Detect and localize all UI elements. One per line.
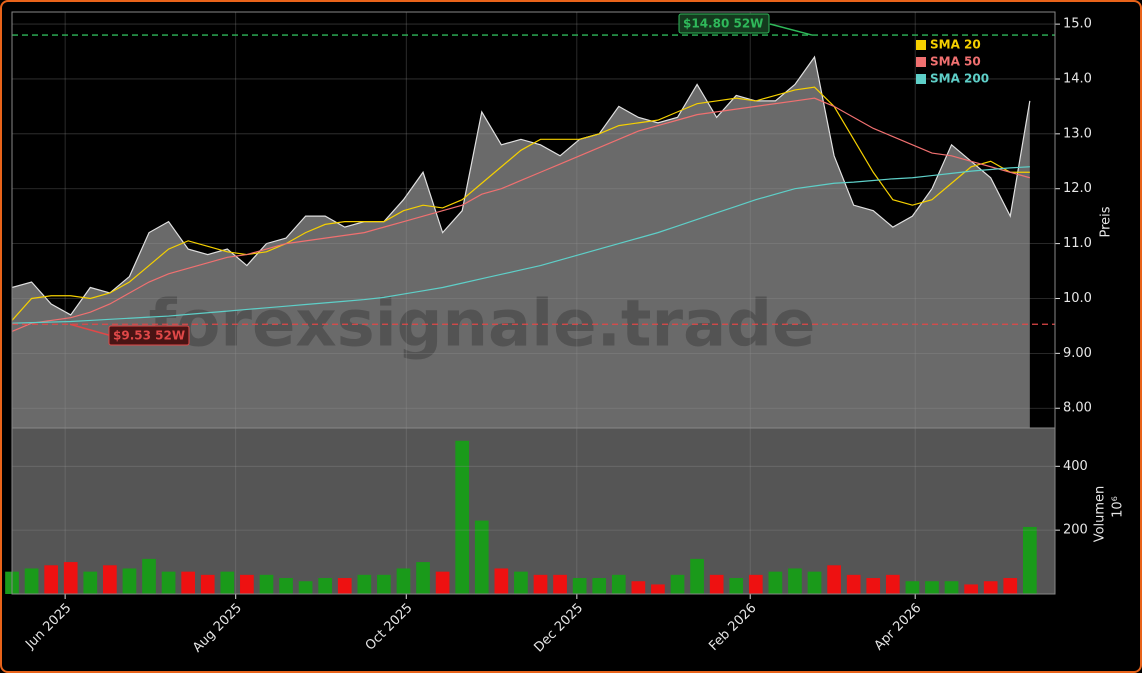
- y-tick-label: 12.0: [1063, 181, 1092, 196]
- volume-bar: [709, 574, 724, 594]
- volume-bar: [142, 558, 156, 594]
- volume-bar: [944, 581, 959, 594]
- volume-bar: [122, 568, 137, 594]
- annotation-arrow: [769, 23, 813, 36]
- volume-bar: [377, 574, 391, 594]
- annotation-label: $9.53 52W: [113, 329, 185, 343]
- volume-bar: [905, 581, 920, 594]
- volume-bar: [729, 578, 744, 594]
- x-tick-label: Dec 2025: [531, 601, 586, 656]
- volume-bar: [983, 581, 998, 594]
- volume-bar: [357, 574, 372, 594]
- volume-bar: [181, 571, 196, 594]
- volume-bar: [416, 562, 430, 594]
- volume-bar: [396, 568, 411, 594]
- volume-bar: [514, 571, 528, 594]
- volume-bar: [768, 571, 783, 594]
- volume-bar: [611, 574, 626, 594]
- volume-bar: [455, 440, 470, 594]
- y-tick-label: 10.0: [1063, 291, 1092, 306]
- volume-bar: [925, 581, 939, 594]
- volume-frame: [11, 427, 1056, 595]
- volume-bar: [259, 574, 274, 594]
- volume-bar: [161, 571, 176, 594]
- volume-panel: [12, 428, 1055, 594]
- annotation-arrow: [69, 323, 113, 337]
- y-tick-label: 13.0: [1063, 126, 1092, 141]
- volume-bar: [1022, 526, 1037, 594]
- volume-bar: [474, 520, 489, 594]
- volume-bar: [24, 568, 39, 594]
- legend-label: SMA 20: [930, 38, 981, 52]
- volume-bar: [494, 568, 509, 594]
- volume-bar: [200, 574, 215, 594]
- sma-line: [11, 166, 1030, 324]
- volume-bar: [592, 578, 607, 594]
- volume-bar: [279, 578, 293, 594]
- volume-bar: [298, 581, 313, 594]
- annotation-box: [678, 13, 770, 34]
- x-tick-label: Oct 2025: [363, 601, 416, 654]
- volume-bar: [63, 562, 78, 594]
- x-tick-label: Aug 2025: [190, 601, 245, 656]
- y-tick-label: 14.0: [1063, 71, 1092, 86]
- annotation-box: [108, 325, 190, 346]
- legend-label: SMA 50: [930, 55, 981, 69]
- volume-bar: [83, 571, 98, 594]
- y-tick-label: 9.00: [1063, 346, 1092, 361]
- volume-bar: [807, 571, 822, 594]
- x-tick-label: Jun 2025: [22, 601, 74, 653]
- volume-bar: [631, 581, 646, 594]
- volume-bar: [827, 565, 841, 594]
- legend-swatch: [916, 40, 926, 50]
- volume-bar: [748, 574, 763, 594]
- sma-line: [11, 97, 1030, 332]
- volume-bar: [651, 584, 665, 594]
- volume-bar: [1003, 578, 1018, 594]
- volume-bar: [788, 568, 802, 594]
- volume-bar: [533, 574, 548, 594]
- y-tick-label: 11.0: [1063, 236, 1092, 251]
- volume-axis-label: Volumen: [1093, 486, 1108, 543]
- legend-swatch: [916, 74, 926, 84]
- price-line: [11, 55, 1031, 316]
- x-tick-label: Feb 2026: [706, 601, 759, 654]
- volume-bar: [220, 571, 235, 594]
- volume-bar: [103, 565, 117, 594]
- legend-swatch: [916, 57, 926, 67]
- y-tick-label: 15.0: [1063, 17, 1092, 32]
- x-tick-label: Apr 2026: [872, 601, 925, 654]
- price-area: [12, 57, 1030, 429]
- volume-bar: [572, 578, 587, 594]
- sma-line: [11, 86, 1030, 321]
- volume-bar: [240, 574, 254, 594]
- volume-bar: [553, 574, 567, 594]
- volume-bar: [318, 578, 333, 594]
- annotation-label: $14.80 52W: [683, 17, 763, 31]
- y-tick-label: 8.00: [1063, 401, 1092, 416]
- y-axis-label: Preis: [1099, 206, 1114, 237]
- volume-scale-label: 10⁶: [1111, 496, 1126, 518]
- y-tick-label: 200: [1063, 523, 1088, 538]
- volume-bar: [866, 578, 881, 594]
- legend-label: SMA 200: [930, 72, 989, 86]
- volume-bar: [435, 571, 450, 594]
- y-tick-label: 400: [1063, 459, 1088, 474]
- volume-bar: [337, 578, 352, 594]
- volume-bar: [44, 565, 58, 594]
- volume-bar: [964, 584, 978, 594]
- volume-bar: [885, 574, 900, 594]
- volume-bar: [670, 574, 685, 594]
- volume-bar: [846, 574, 861, 594]
- volume-bar: [690, 558, 704, 594]
